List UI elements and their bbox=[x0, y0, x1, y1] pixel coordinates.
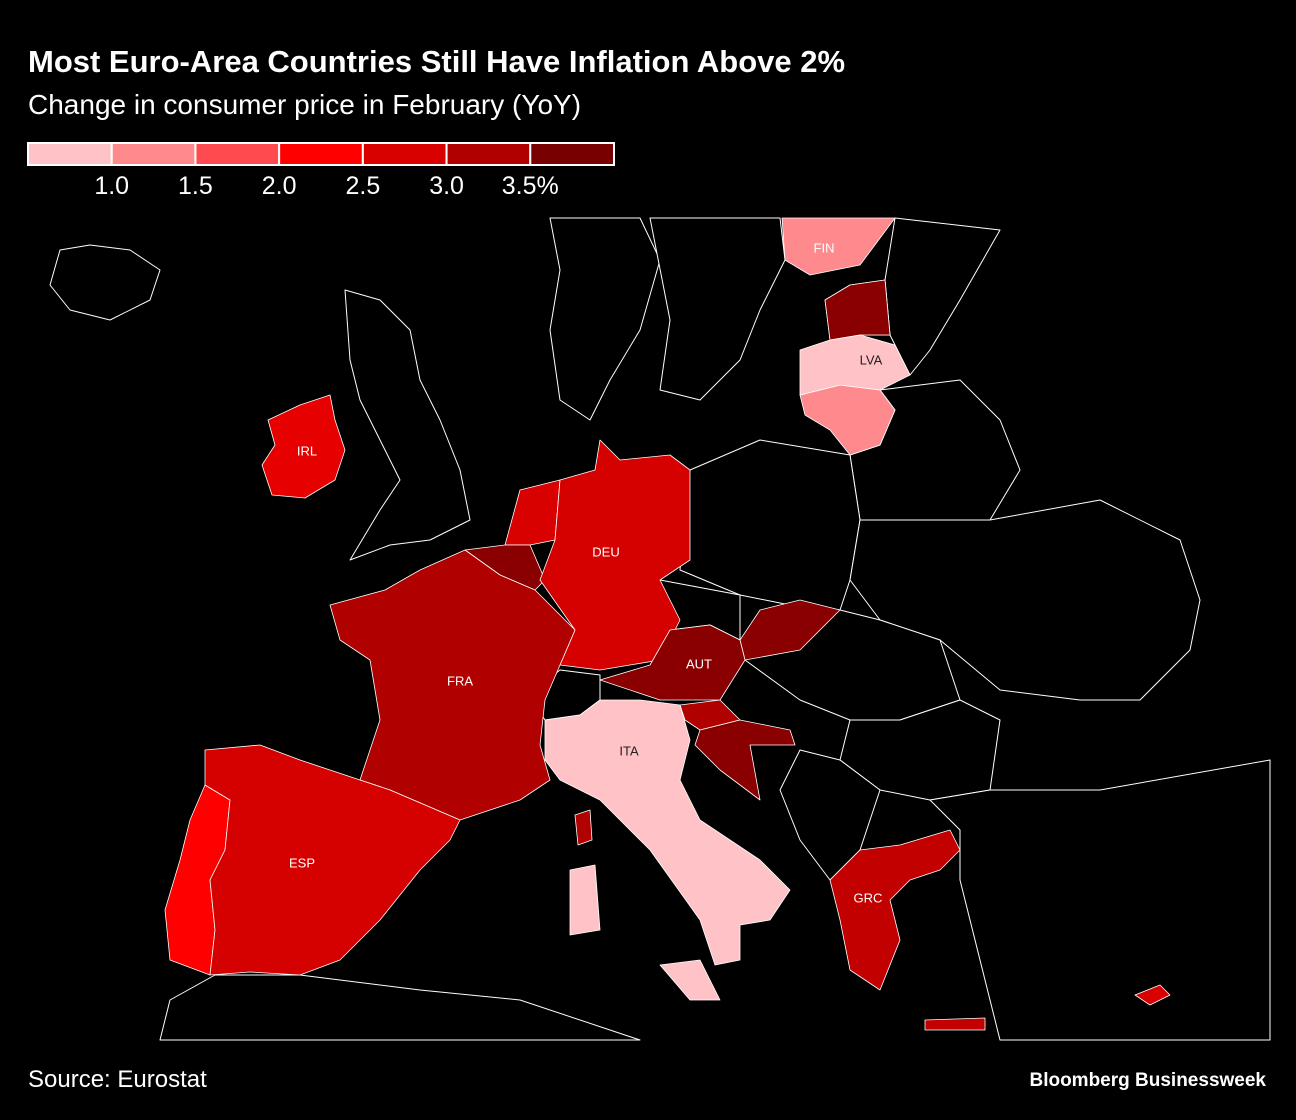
source: Source: Eurostat bbox=[28, 1066, 207, 1093]
country bbox=[329, 549, 576, 821]
country-label: ESP bbox=[289, 855, 315, 870]
land bbox=[649, 217, 786, 401]
country-label: AUT bbox=[686, 656, 712, 671]
legend-swatch bbox=[529, 142, 615, 166]
country-label: FIN bbox=[814, 240, 835, 255]
country bbox=[799, 334, 911, 396]
country bbox=[204, 744, 461, 976]
region bbox=[1134, 984, 1171, 1006]
country bbox=[599, 624, 746, 701]
legend-tick-label: 3.0 bbox=[429, 172, 464, 200]
map: FIN LVA IRL DEU FRA AUT ITA ESP GRC bbox=[49, 217, 1271, 1041]
country-label: FRA bbox=[447, 673, 473, 688]
subtitle: Change in consumer price in February (Yo… bbox=[28, 89, 581, 120]
legend-tick-label: 2.5 bbox=[345, 172, 380, 200]
legend-swatch bbox=[445, 142, 532, 166]
region bbox=[694, 719, 796, 801]
legend-swatch bbox=[27, 142, 113, 166]
country-label: ITA bbox=[619, 743, 639, 758]
legend-swatch bbox=[361, 142, 448, 166]
land bbox=[679, 439, 861, 611]
land bbox=[49, 244, 161, 321]
region bbox=[574, 809, 593, 846]
legend-tick-label: 1.5 bbox=[178, 172, 213, 200]
land bbox=[344, 289, 471, 561]
country bbox=[781, 217, 896, 276]
country-label: DEU bbox=[592, 544, 619, 559]
country-label: GRC bbox=[854, 890, 883, 905]
legend: 1.0 1.5 2.0 2.5 3.0 3.5% bbox=[27, 142, 615, 200]
legend-swatch bbox=[194, 142, 281, 166]
country bbox=[261, 394, 346, 499]
legend-tick-label: 3.5% bbox=[502, 172, 559, 200]
legend-swatch bbox=[278, 142, 364, 166]
country bbox=[829, 829, 986, 1031]
country-label: LVA bbox=[860, 352, 883, 367]
country bbox=[544, 699, 791, 1001]
land bbox=[549, 217, 661, 421]
land bbox=[159, 974, 641, 1041]
legend-swatch bbox=[110, 142, 197, 166]
country bbox=[539, 439, 691, 671]
title: Most Euro-Area Countries Still Have Infl… bbox=[28, 44, 845, 79]
legend-tick-label: 2.0 bbox=[262, 172, 297, 200]
land bbox=[929, 759, 1271, 1041]
country-label: IRL bbox=[297, 443, 317, 458]
brand: Bloomberg Businessweek bbox=[1029, 1070, 1266, 1091]
legend-tick-label: 1.0 bbox=[94, 172, 129, 200]
